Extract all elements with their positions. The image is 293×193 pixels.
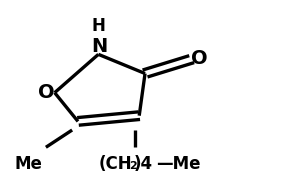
Text: O: O — [38, 83, 54, 102]
Text: —Me: —Me — [156, 155, 201, 173]
Text: Me: Me — [14, 155, 42, 173]
Text: H: H — [91, 17, 105, 35]
Text: 2: 2 — [130, 161, 137, 171]
Text: N: N — [92, 37, 108, 56]
Text: )4: )4 — [134, 155, 153, 173]
Text: O: O — [191, 49, 207, 68]
Text: (CH: (CH — [99, 155, 133, 173]
